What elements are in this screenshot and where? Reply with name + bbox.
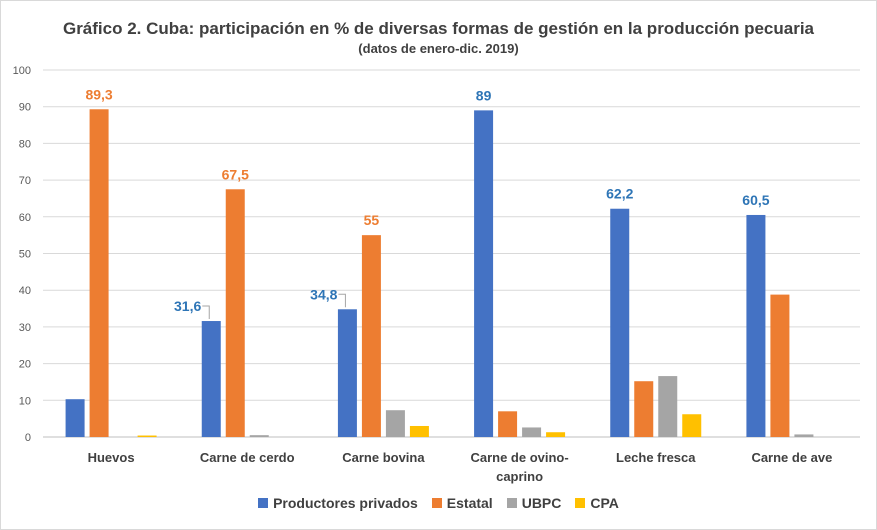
x-tick-label: Carne de cerdo [200,450,295,465]
y-tick-label: 100 [13,65,31,77]
data-label: 55 [364,212,380,228]
data-label: 89,3 [85,86,112,102]
y-tick-label: 0 [25,432,31,444]
bar [658,376,678,437]
bar [385,410,405,437]
legend-item: Productores privados [258,495,418,511]
legend-label: CPA [590,495,619,511]
legend-item: Estatal [431,495,493,511]
data-label: 67,5 [222,166,249,182]
x-tick-label: Huevos [88,450,135,465]
bar [249,435,269,437]
legend-swatch [431,498,442,508]
bar [65,399,85,437]
legend: Productores privados Estatal UBPC CPA [0,495,877,511]
bar [498,411,518,437]
data-label: 62,2 [606,186,633,202]
bar [682,414,702,437]
bar [361,235,381,437]
data-label: 60,5 [742,192,769,208]
data-label: 89 [476,87,492,103]
bar [201,321,221,437]
y-tick-label: 60 [19,212,31,224]
leader-line [202,305,210,320]
x-tick-label: Carne bovina [342,450,425,465]
x-tick-label: Leche fresca [616,450,696,465]
bar [746,214,766,437]
legend-item: CPA [575,495,619,511]
bar [89,109,109,438]
y-tick-label: 30 [19,322,31,334]
x-tick-label: Carne de ave [751,450,832,465]
bar [409,425,429,437]
data-label: 31,6 [174,298,201,314]
bar [546,432,566,437]
bar [337,309,357,437]
legend-label: UBPC [521,495,562,511]
y-tick-label: 20 [19,359,31,371]
bar [610,208,630,437]
y-tick-label: 50 [19,249,31,261]
y-tick-label: 80 [19,138,31,150]
bar [225,189,245,437]
bar [474,110,494,438]
bar [634,381,654,437]
legend-label: Productores privados [273,495,418,511]
leader-line [338,293,346,308]
y-tick-label: 10 [19,395,31,407]
x-tick-label: caprino [496,469,543,484]
bar [137,435,157,437]
legend-swatch [258,498,269,508]
chart-title: Gráfico 2. Cuba: participación en % de d… [62,19,815,38]
bar [770,294,790,437]
bar [794,434,814,437]
y-tick-label: 70 [19,175,31,187]
legend-swatch [506,498,517,508]
bar [522,427,542,437]
legend-item: UBPC [506,495,562,511]
data-label: 34,8 [310,286,337,302]
y-tick-label: 90 [19,102,31,114]
y-tick-label: 40 [19,285,31,297]
chart-subtitle: (datos de enero-dic. 2019) [358,41,519,56]
x-tick-label: Carne de ovino- [470,450,568,465]
legend-swatch [575,498,586,508]
legend-label: Estatal [446,495,493,511]
